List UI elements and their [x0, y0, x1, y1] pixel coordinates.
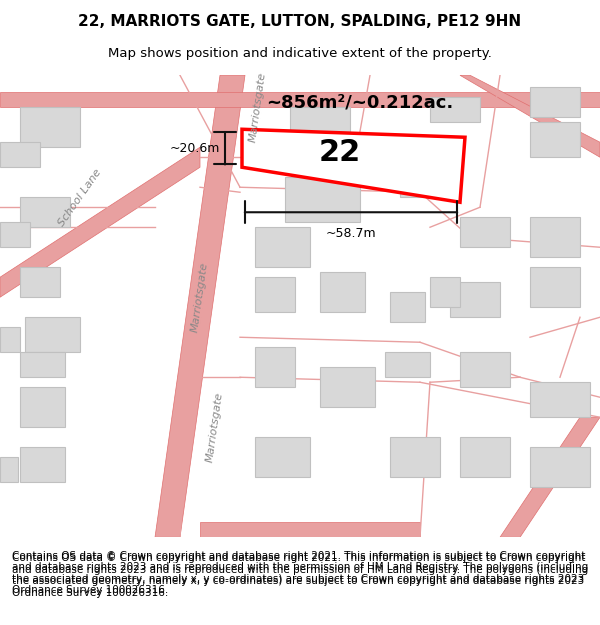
Text: ~20.6m: ~20.6m	[170, 142, 220, 155]
Text: Marriotsgate: Marriotsgate	[248, 71, 268, 143]
Polygon shape	[530, 217, 580, 258]
Text: Map shows position and indicative extent of the property.: Map shows position and indicative extent…	[108, 48, 492, 61]
Text: Marriotsgate: Marriotsgate	[190, 261, 210, 333]
Polygon shape	[320, 368, 375, 408]
Text: 22, MARRIOTS GATE, LUTTON, SPALDING, PE12 9HN: 22, MARRIOTS GATE, LUTTON, SPALDING, PE1…	[79, 14, 521, 29]
Polygon shape	[25, 318, 80, 352]
Text: Contains OS data © Crown copyright and database right 2021. This information is : Contains OS data © Crown copyright and d…	[12, 553, 588, 598]
Polygon shape	[285, 177, 360, 222]
Text: ~58.7m: ~58.7m	[326, 228, 376, 240]
Polygon shape	[0, 148, 200, 298]
Polygon shape	[390, 438, 440, 478]
Polygon shape	[20, 352, 65, 377]
Polygon shape	[430, 278, 460, 308]
Polygon shape	[400, 162, 440, 198]
Polygon shape	[20, 388, 65, 428]
Polygon shape	[0, 92, 600, 108]
Polygon shape	[460, 438, 510, 478]
Polygon shape	[0, 222, 30, 248]
Polygon shape	[530, 448, 590, 488]
Polygon shape	[200, 522, 420, 538]
Polygon shape	[460, 217, 510, 248]
Polygon shape	[242, 129, 465, 202]
Polygon shape	[255, 348, 295, 388]
Text: Marriotsgate: Marriotsgate	[205, 391, 225, 463]
Text: School Lane: School Lane	[56, 167, 103, 228]
Polygon shape	[290, 107, 350, 138]
Polygon shape	[155, 75, 245, 538]
Text: ~856m²/~0.212ac.: ~856m²/~0.212ac.	[266, 93, 454, 111]
Polygon shape	[460, 75, 600, 158]
Polygon shape	[0, 458, 18, 482]
Text: 22: 22	[319, 138, 361, 167]
Polygon shape	[255, 278, 295, 312]
Polygon shape	[20, 268, 60, 298]
Polygon shape	[20, 448, 65, 482]
Polygon shape	[20, 107, 80, 148]
Polygon shape	[450, 282, 500, 318]
Polygon shape	[255, 228, 310, 268]
Polygon shape	[390, 292, 425, 322]
Polygon shape	[530, 88, 580, 118]
Polygon shape	[255, 438, 310, 478]
Polygon shape	[0, 328, 20, 352]
Polygon shape	[530, 122, 580, 158]
Polygon shape	[500, 418, 600, 538]
Polygon shape	[530, 382, 590, 418]
Text: Contains OS data © Crown copyright and database right 2021. This information is : Contains OS data © Crown copyright and d…	[12, 551, 588, 596]
Polygon shape	[460, 352, 510, 388]
Polygon shape	[530, 268, 580, 308]
Polygon shape	[0, 142, 40, 168]
Polygon shape	[385, 352, 430, 377]
Polygon shape	[20, 198, 70, 228]
Polygon shape	[430, 98, 480, 122]
Polygon shape	[320, 272, 365, 312]
